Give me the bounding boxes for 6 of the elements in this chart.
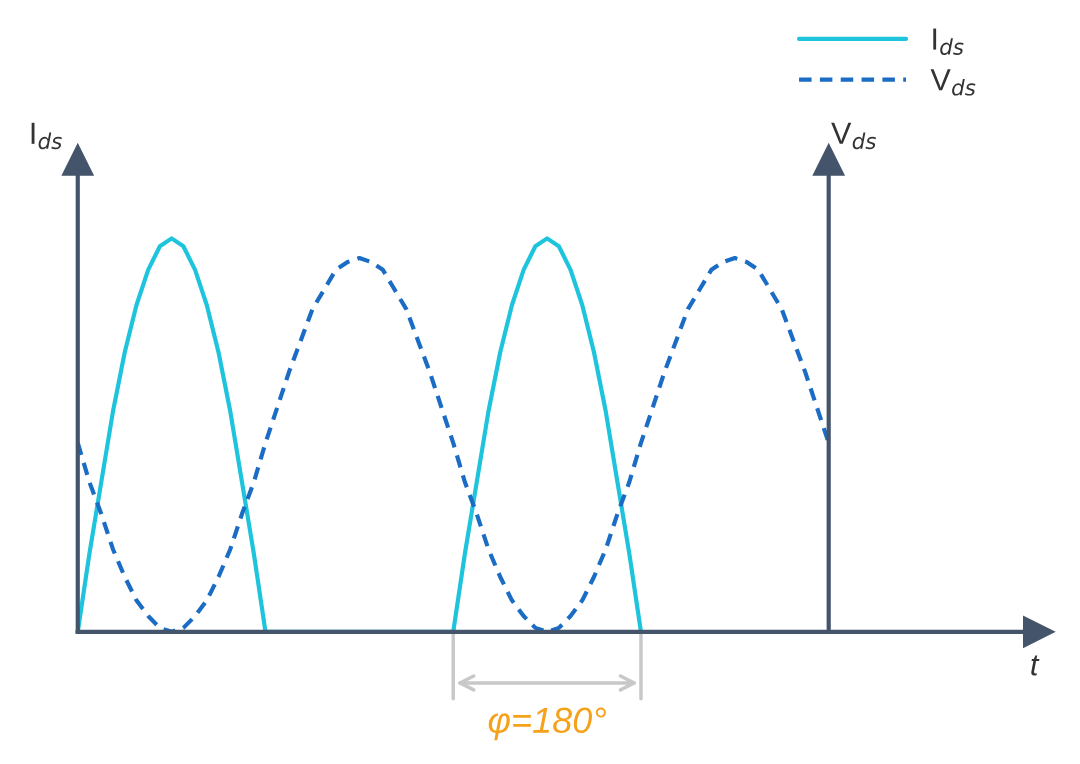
legend-label: I$_{ds}$ — [933, 28, 964, 55]
y-axis-title: I$_{ds}$ — [31, 122, 62, 150]
text: t — [1031, 655, 1040, 676]
text: φ=180° — [488, 707, 606, 741]
y2-axis-title: V$_{ds}$ — [831, 122, 876, 150]
legend-label: V$_{ds}$ — [930, 69, 976, 96]
